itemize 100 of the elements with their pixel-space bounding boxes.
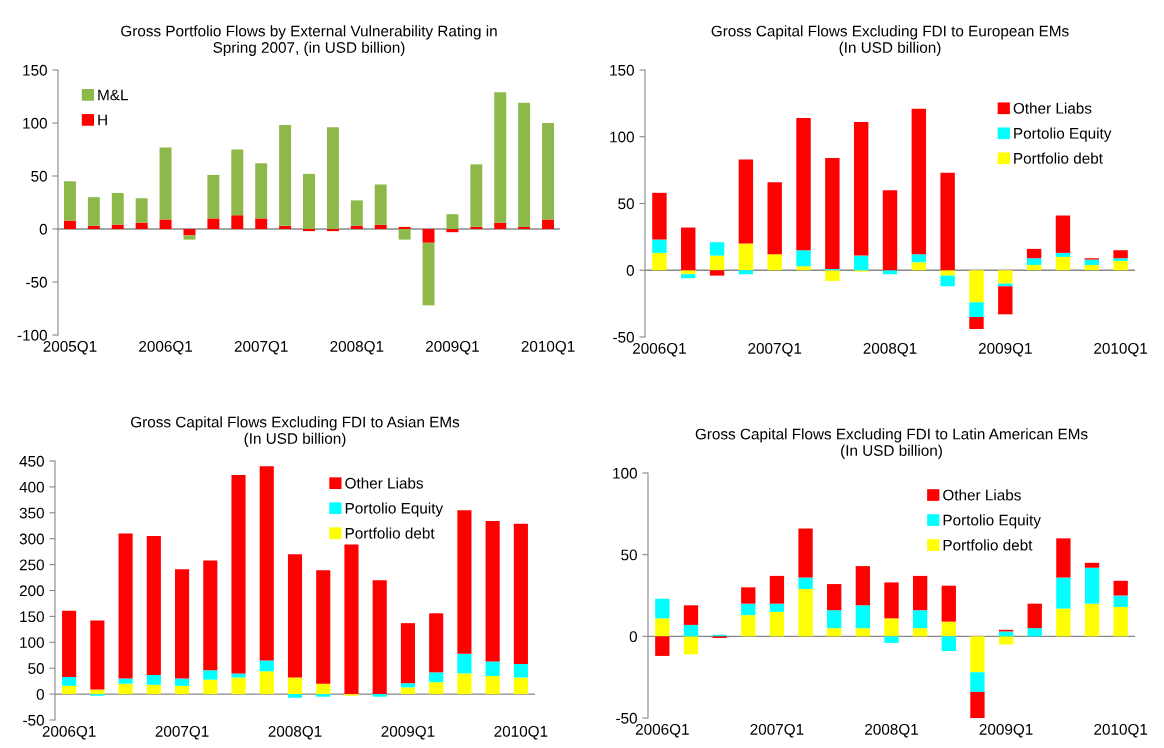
bar bbox=[422, 242, 435, 306]
bar bbox=[767, 182, 782, 255]
y-tick-label: -50 bbox=[616, 712, 637, 724]
bar bbox=[118, 533, 133, 679]
bar bbox=[518, 226, 531, 229]
x-tick-label: 2007Q1 bbox=[234, 340, 288, 355]
legend-label: Portfolio debt bbox=[1014, 152, 1103, 164]
bar bbox=[316, 694, 331, 697]
bar bbox=[422, 229, 435, 243]
x-tick-label: 2009Q1 bbox=[426, 340, 479, 355]
bar bbox=[63, 181, 76, 221]
bar bbox=[796, 266, 811, 271]
x-tick-label: 2007Q1 bbox=[750, 723, 804, 738]
y-tick-label: 0 bbox=[39, 223, 47, 235]
bar bbox=[542, 123, 555, 220]
bar bbox=[374, 224, 387, 229]
bar bbox=[683, 636, 699, 655]
bar bbox=[62, 685, 77, 695]
bar bbox=[998, 270, 1013, 284]
bar bbox=[146, 684, 161, 695]
bar bbox=[683, 605, 699, 625]
bar bbox=[159, 219, 172, 229]
y-tick-label: 0 bbox=[36, 688, 44, 700]
x-tick-label: 2006Q1 bbox=[42, 725, 96, 740]
bar bbox=[738, 270, 754, 275]
bar bbox=[231, 215, 244, 229]
y-tick-label: 100 bbox=[23, 117, 47, 129]
chart-title: Gross Portfolio Flows by External Vulnerability Rating in Spring 2007, (in USD billion) bbox=[121, 25, 497, 56]
legend-label: Portfolio debt bbox=[943, 539, 1033, 551]
bar bbox=[1084, 567, 1100, 604]
bar bbox=[429, 672, 444, 683]
bar bbox=[911, 262, 927, 271]
chart-title: Gross Capital Flows Excluding FDI to Asian EMs (In USD billion) bbox=[131, 416, 460, 447]
bar bbox=[316, 683, 331, 695]
bar bbox=[255, 163, 268, 219]
bar bbox=[940, 275, 955, 287]
bar bbox=[796, 250, 811, 267]
legend-label: M&L bbox=[98, 89, 128, 101]
bar bbox=[175, 685, 190, 695]
bar bbox=[259, 466, 274, 661]
bar bbox=[827, 584, 842, 611]
bar bbox=[652, 192, 667, 240]
bar bbox=[738, 243, 754, 271]
bar bbox=[457, 673, 472, 695]
y-tick-label: 300 bbox=[19, 533, 44, 545]
y-tick-label: 100 bbox=[610, 131, 634, 143]
bar bbox=[1026, 258, 1042, 265]
bar bbox=[326, 229, 339, 232]
bar bbox=[135, 222, 148, 229]
y-tick-label: -50 bbox=[613, 331, 634, 343]
bar bbox=[259, 660, 274, 672]
x-tick-label: 2007Q1 bbox=[155, 725, 209, 740]
bar bbox=[741, 615, 756, 637]
y-tick-label: 50 bbox=[618, 198, 634, 210]
bar bbox=[90, 620, 105, 690]
bar bbox=[998, 636, 1014, 645]
bar bbox=[62, 677, 77, 686]
bar bbox=[709, 242, 725, 256]
bar bbox=[111, 192, 124, 225]
bar bbox=[884, 636, 899, 643]
bar bbox=[855, 628, 871, 637]
bar bbox=[279, 225, 292, 229]
bar bbox=[940, 270, 955, 276]
y-tick-label: 450 bbox=[19, 455, 44, 467]
bar bbox=[827, 628, 842, 637]
bar bbox=[1056, 538, 1071, 578]
bar bbox=[118, 678, 133, 684]
bar bbox=[1027, 628, 1042, 637]
bar bbox=[912, 575, 928, 611]
bar bbox=[1055, 215, 1071, 253]
bar bbox=[655, 598, 670, 619]
bar bbox=[485, 661, 500, 676]
bar bbox=[372, 694, 387, 697]
bar bbox=[969, 302, 984, 317]
bar bbox=[1113, 606, 1128, 637]
bar bbox=[203, 679, 218, 695]
bar bbox=[175, 678, 190, 686]
bar bbox=[207, 218, 220, 229]
bar bbox=[398, 226, 411, 229]
bar bbox=[652, 239, 667, 253]
y-tick-label: 200 bbox=[19, 585, 44, 597]
x-tick-label: 2009Q1 bbox=[978, 342, 1032, 357]
bar bbox=[912, 610, 928, 629]
legend-label: Other Liabs bbox=[345, 477, 424, 489]
bar bbox=[1113, 250, 1128, 259]
bar bbox=[998, 631, 1014, 637]
bar bbox=[159, 147, 172, 220]
bar bbox=[279, 125, 292, 226]
y-tick-label: 350 bbox=[19, 507, 44, 519]
x-tick-label: 2010Q1 bbox=[521, 340, 575, 355]
x-tick-label: 2006Q1 bbox=[139, 340, 193, 355]
bar bbox=[738, 159, 754, 244]
bar bbox=[1084, 603, 1100, 637]
bar bbox=[485, 675, 500, 695]
x-tick-label: 2008Q1 bbox=[268, 725, 322, 740]
bar bbox=[344, 544, 359, 695]
bar bbox=[853, 122, 869, 256]
bar bbox=[183, 229, 196, 236]
bar bbox=[400, 623, 415, 684]
bar bbox=[518, 102, 531, 227]
